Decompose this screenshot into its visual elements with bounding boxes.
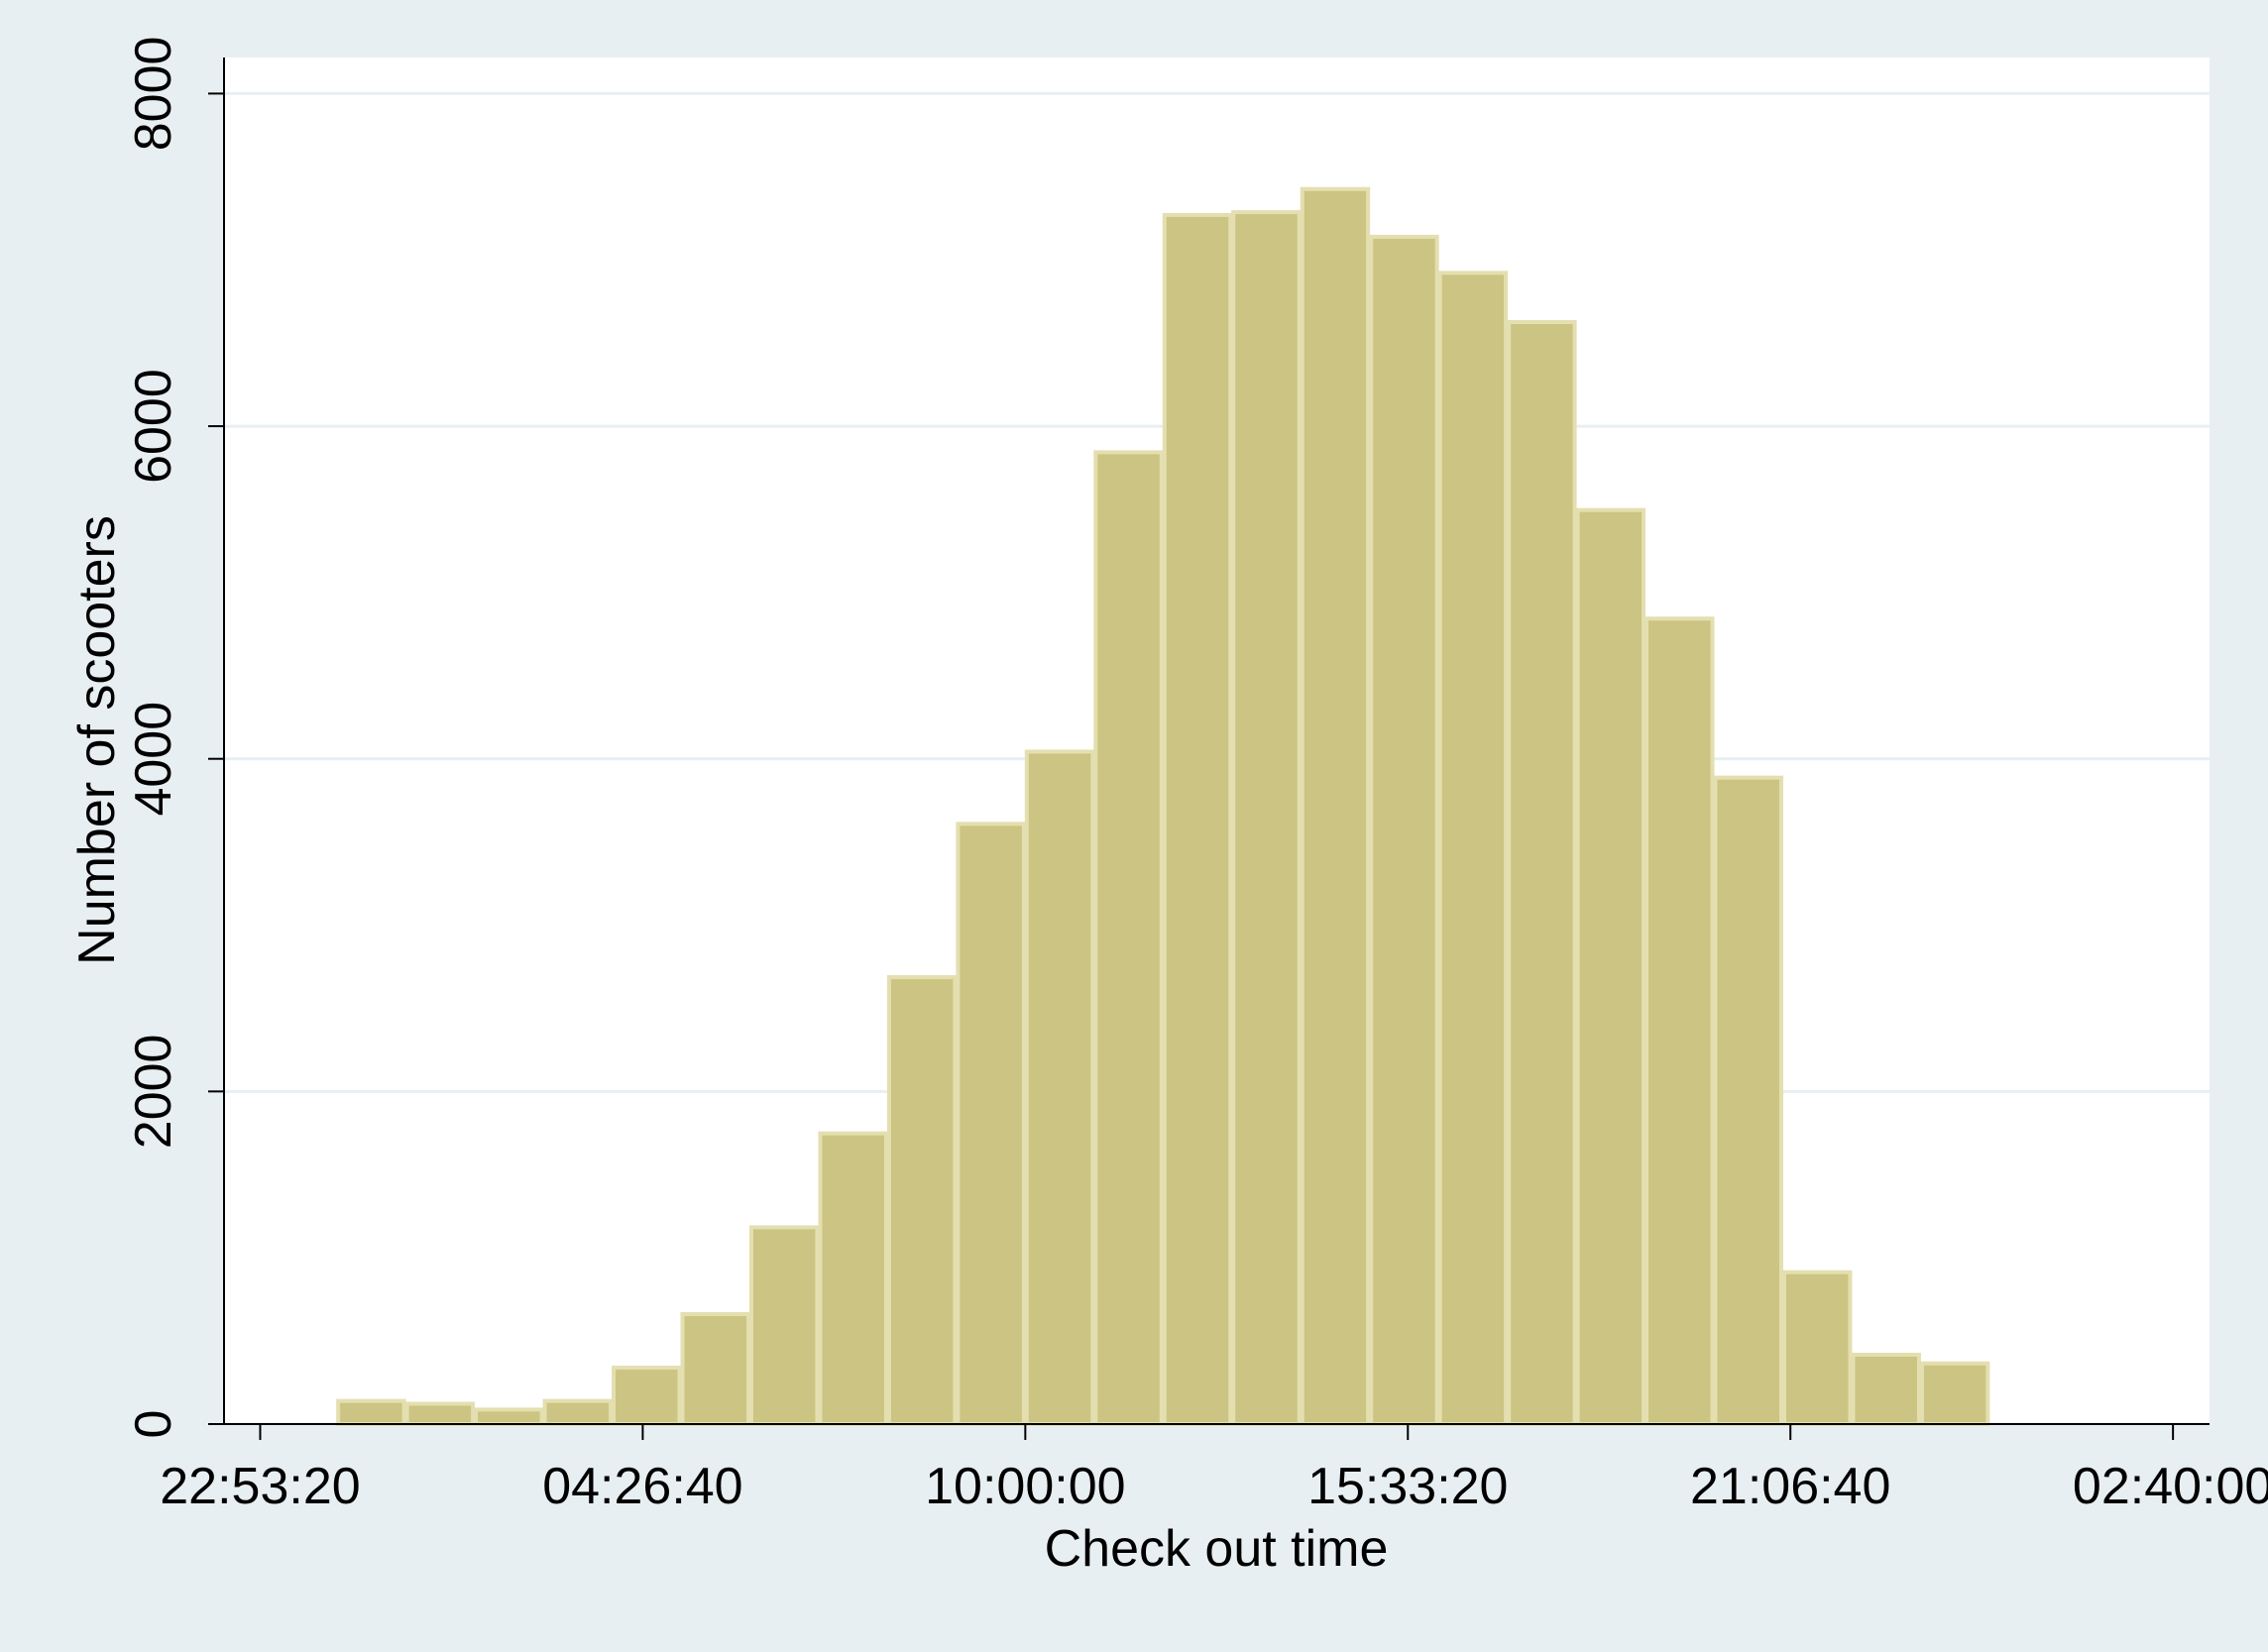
bar xyxy=(1093,450,1164,1427)
bar xyxy=(818,1131,888,1427)
bar xyxy=(542,1398,614,1426)
bar xyxy=(1781,1269,1853,1427)
x-tick-label: 02:40:00 xyxy=(2073,1458,2268,1515)
bar xyxy=(1300,186,1371,1427)
x-tick-label: 22:53:20 xyxy=(160,1458,360,1515)
bar xyxy=(1231,210,1302,1427)
x-tick-label: 15:33:20 xyxy=(1307,1458,1508,1515)
bar xyxy=(404,1401,476,1427)
y-tick-label: 0 xyxy=(125,1410,182,1439)
x-tick-label: 21:06:40 xyxy=(1690,1458,1890,1515)
y-axis-label: Number of scooters xyxy=(68,515,126,965)
bar xyxy=(1851,1353,1921,1427)
bar xyxy=(1507,320,1577,1426)
bar xyxy=(956,822,1026,1426)
bar xyxy=(474,1407,544,1426)
bar xyxy=(1437,271,1509,1426)
bar xyxy=(1575,507,1646,1426)
bar xyxy=(886,975,958,1426)
x-tick-label: 10:00:00 xyxy=(925,1458,1125,1515)
bar xyxy=(748,1225,820,1426)
y-tick-label: 6000 xyxy=(125,369,182,484)
bar xyxy=(1713,775,1783,1426)
x-axis-label: Check out time xyxy=(1045,1520,1389,1578)
bar xyxy=(1919,1361,1990,1426)
y-tick-label: 2000 xyxy=(125,1035,182,1150)
bar xyxy=(1162,212,1233,1426)
bar xyxy=(1369,234,1439,1427)
bar xyxy=(612,1366,682,1426)
y-tick-label: 8000 xyxy=(125,37,182,152)
bar xyxy=(1024,749,1095,1426)
bar xyxy=(1644,616,1715,1426)
y-tick-label: 4000 xyxy=(125,702,182,817)
bar xyxy=(680,1312,750,1426)
bar xyxy=(336,1398,406,1426)
x-tick-label: 04:26:40 xyxy=(542,1458,742,1515)
